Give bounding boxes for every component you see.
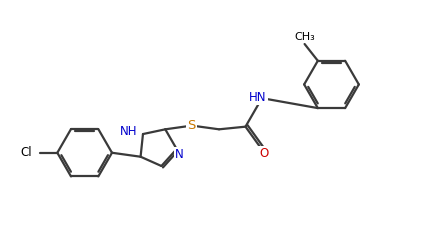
Text: N: N — [174, 148, 183, 161]
Text: Cl: Cl — [21, 146, 32, 159]
Text: CH₃: CH₃ — [294, 32, 315, 42]
Text: O: O — [259, 147, 269, 160]
Text: NH: NH — [120, 125, 137, 138]
Text: S: S — [188, 119, 196, 132]
Text: HN: HN — [249, 91, 266, 104]
